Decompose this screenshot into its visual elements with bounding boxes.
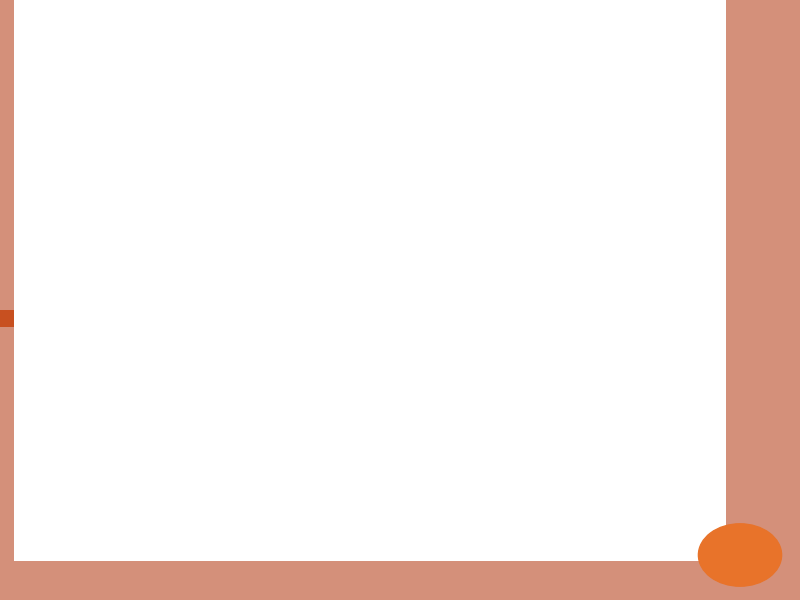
Text: Метилирование: Метилирование bbox=[490, 275, 592, 285]
Text: Аланин: Аланин bbox=[0, 283, 28, 293]
Text: Фосфорилирование: Фосфорилирование bbox=[228, 383, 364, 397]
Text: |Окисление: |Окисление bbox=[74, 431, 148, 442]
Text: Кинуренин: Кинуренин bbox=[72, 252, 137, 262]
Text: |Окисление: |Окисление bbox=[90, 283, 164, 293]
Text: Ацетилирование: Ацетилирование bbox=[490, 291, 598, 301]
Text: NH₂: NH₂ bbox=[426, 302, 446, 312]
Text: ФФ: ФФ bbox=[373, 335, 391, 345]
Text: Конъюгирование
Выделение: Конъюгирование Выделение bbox=[645, 107, 755, 129]
Text: NH: NH bbox=[340, 53, 353, 62]
Text: Пиридоксальфосфат: Пиридоксальфосфат bbox=[462, 173, 570, 183]
Text: Триптофан-
монооксигеназа: Триптофан- монооксигеназа bbox=[188, 11, 292, 33]
Text: Декарбоксилирование: Декарбоксилирование bbox=[228, 367, 383, 380]
Text: ФФ: ФФ bbox=[309, 335, 327, 345]
Text: Мелатонин: Мелатонин bbox=[675, 283, 741, 293]
Text: NH: NH bbox=[25, 53, 38, 62]
Text: АТФ: АТФ bbox=[337, 325, 359, 335]
Text: |Гидролиз: |Гидролиз bbox=[74, 170, 140, 181]
Text: Триптофан: Триптофан bbox=[33, 95, 98, 105]
Text: NH₂: NH₂ bbox=[110, 57, 130, 67]
Text: Фосфорибозил-
дифосфат: Фосфорибозил- дифосфат bbox=[218, 309, 298, 331]
Text: |Декарбоксилирование: |Декарбоксилирование bbox=[74, 414, 225, 426]
Text: Декарбоксилаза: Декарбоксилаза bbox=[462, 157, 570, 167]
Text: CH₂—CH: CH₂—CH bbox=[409, 287, 454, 297]
Text: Метоксииндолацетат: Метоксииндолацетат bbox=[683, 33, 800, 43]
Text: NH: NH bbox=[345, 295, 358, 304]
Text: |Окисление: |Окисление bbox=[74, 154, 148, 166]
Text: CH₂—CH—COOH: CH₂—CH—COOH bbox=[404, 43, 490, 53]
Text: 2-Акролеил-3-аминофумарат: 2-Акролеил-3-аминофумарат bbox=[15, 353, 175, 363]
Text: 5-Окситриптофан: 5-Окситриптофан bbox=[328, 95, 432, 105]
Text: АТФ: АТФ bbox=[457, 390, 479, 400]
Text: CH₂—CH—COOH: CH₂—CH—COOH bbox=[89, 43, 175, 53]
Text: H₂O: H₂O bbox=[257, 76, 279, 88]
Text: Дигидро-
биоптерин: Дигидро- биоптерин bbox=[240, 107, 296, 129]
Text: НАДФ⁺: НАДФ⁺ bbox=[532, 370, 572, 380]
Text: НАД⁺: НАД⁺ bbox=[452, 370, 482, 380]
Text: HO: HO bbox=[360, 38, 375, 49]
Text: NH₂: NH₂ bbox=[426, 57, 444, 67]
Text: Метилирование: Метилирование bbox=[530, 39, 632, 49]
Text: O₂: O₂ bbox=[201, 76, 215, 88]
Text: Серотонин: Серотонин bbox=[354, 333, 417, 343]
Text: CO₂: CO₂ bbox=[418, 188, 440, 202]
Text: Ацетил-S-КоА: Ацетил-S-КоА bbox=[72, 482, 152, 492]
Text: Окисление: Окисление bbox=[530, 23, 600, 33]
Text: Пути превращения триптофана: Пути превращения триптофана bbox=[221, 512, 479, 527]
Text: Тетрагидро-
биоптерин: Тетрагидро- биоптерин bbox=[163, 107, 227, 129]
Text: АДФ: АДФ bbox=[493, 390, 517, 400]
Text: HO: HO bbox=[365, 281, 380, 290]
